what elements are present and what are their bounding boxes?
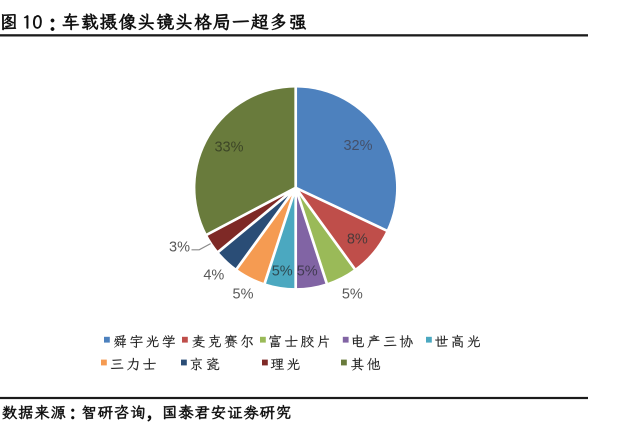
svg-text:3%: 3% [169,239,190,255]
svg-text:5%: 5% [272,263,293,279]
svg-text:8%: 8% [347,232,368,248]
svg-text:5%: 5% [233,287,254,303]
svg-text:5%: 5% [297,263,318,279]
svg-text:33%: 33% [214,139,243,155]
svg-text:4%: 4% [203,268,224,284]
svg-text:5%: 5% [342,286,363,302]
svg-text:32%: 32% [343,138,372,154]
